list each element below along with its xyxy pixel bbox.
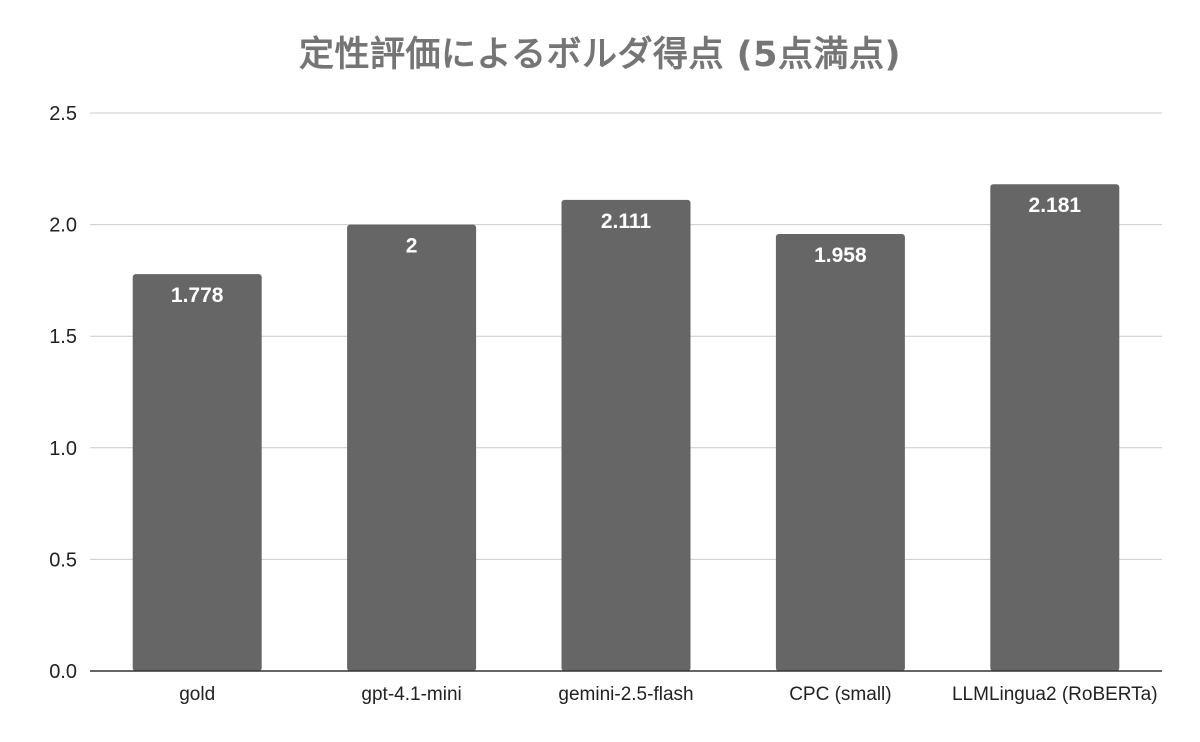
y-tick-label: 0.5 [49,549,77,571]
bars [132,184,1120,671]
x-category-label: CPC (small) [789,684,891,705]
x-axis-category-labels: gold gpt-4.1-mini gemini-2.5-flash CPC (sma… [179,684,1157,705]
bar [132,274,262,671]
data-label: 1.778 [171,284,224,307]
data-labels: 1.778 2 2.111 1.958 2.181 [171,194,1081,307]
bar [775,233,905,671]
x-category-label: gpt-4.1-mini [361,684,461,705]
data-label: 2.181 [1029,194,1082,217]
bar [347,224,477,671]
bar [561,199,691,671]
y-tick-label: 1.5 [49,326,77,348]
data-label: 1.958 [814,244,867,267]
y-tick-label: 0.0 [49,661,77,683]
x-category-label: gold [179,684,215,705]
y-tick-label: 1.0 [49,438,77,460]
x-category-label: gemini-2.5-flash [558,684,693,705]
data-label: 2 [406,235,418,258]
chart-title: 定性評価によるボルダ得点 (5点満点) [299,35,901,75]
y-tick-label: 2.0 [49,215,77,237]
x-category-label: LLMLingua2 (RoBERTa) [952,684,1158,705]
y-tick-label: 2.5 [49,103,77,125]
data-label: 2.111 [601,210,652,233]
bar [990,184,1120,671]
y-axis-tick-labels: 0.0 0.5 1.0 1.5 2.0 2.5 [49,103,77,683]
